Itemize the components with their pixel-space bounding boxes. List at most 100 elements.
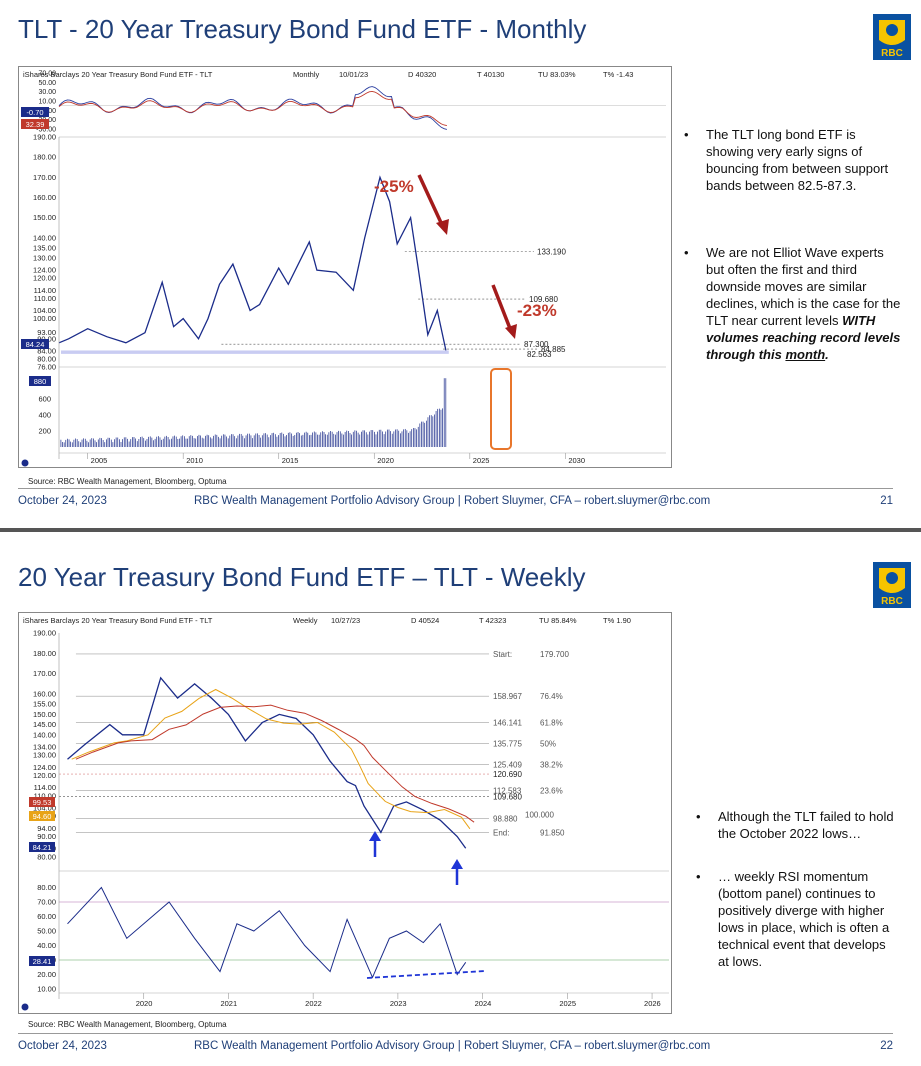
footer-credit: RBC Wealth Management Portfolio Advisory… xyxy=(194,1040,711,1052)
fib-level-value: 61.8% xyxy=(540,718,563,727)
rsi-value-box xyxy=(29,956,55,966)
slide-21: TLT - 20 Year Treasury Bond Fund ETF - M… xyxy=(0,0,921,528)
slide-22: 20 Year Treasury Bond Fund ETF – TLT - W… xyxy=(0,540,921,1066)
fib-level-value: 91.850 xyxy=(540,829,565,838)
chart-header-name: iShares Barclays 20 Year Treasury Bond F… xyxy=(23,70,213,79)
y-tick-label: 120.00 xyxy=(33,274,56,283)
y-tick-label: 76.00 xyxy=(37,363,56,372)
chart-header-t: T 42323 xyxy=(479,616,506,625)
bullet-text: Although the TLT failed to hold the Octo… xyxy=(718,809,894,841)
y-tick-label: 110.00 xyxy=(34,294,56,303)
y-tick-label: 130.00 xyxy=(33,751,56,760)
x-tick-label: 2026 xyxy=(644,999,661,1008)
y-tick-label: 155.00 xyxy=(33,700,56,709)
ma-value-1: 99.53 xyxy=(33,798,52,807)
y-tick-label: 190.00 xyxy=(33,133,56,142)
bullet-item: • … weekly RSI momentum (bottom panel) c… xyxy=(696,869,890,969)
x-tick-label: 2010 xyxy=(186,456,203,465)
bullet-text: We are not Elliot Wave experts but often… xyxy=(706,245,901,328)
volume-value-box xyxy=(29,376,51,386)
bullet-end: . xyxy=(825,347,829,362)
price-series-line xyxy=(67,676,467,849)
y-tick-label: 93.00 xyxy=(37,328,56,337)
y-tick-label: 94.00 xyxy=(37,824,56,833)
y-tick-label: 145.00 xyxy=(33,720,56,729)
chart-header-name: iShares Barclays 20 Year Treasury Bond F… xyxy=(23,616,213,625)
fib-level-value: 23.6% xyxy=(540,787,563,796)
price-value-box xyxy=(29,842,55,852)
volume-tick-label: 200 xyxy=(38,427,51,436)
rbc-logo: RBC xyxy=(873,562,911,608)
y-tick-label: 80.00 xyxy=(37,354,56,363)
support-level-label: 109.680 xyxy=(493,792,522,801)
decline-label-2: -23% xyxy=(517,301,557,320)
x-tick-label: 2030 xyxy=(568,456,585,465)
moving-average-long xyxy=(75,704,475,823)
slide-divider xyxy=(0,528,921,540)
fib-level-label: End: xyxy=(493,829,509,838)
price-value-box xyxy=(21,339,49,349)
volume-tick-label: 600 xyxy=(38,395,51,404)
source-note: Source: RBC Wealth Management, Bloomberg… xyxy=(28,477,227,486)
slide-title: 20 Year Treasury Bond Fund ETF – TLT - W… xyxy=(18,562,586,592)
y-tick-label: 104.00 xyxy=(33,306,56,315)
price-value: 84.24 xyxy=(26,340,45,349)
rsi-tick-label: 60.00 xyxy=(37,912,56,921)
y-tick-label: 114.00 xyxy=(34,286,56,295)
support-level-label: 82.563 xyxy=(527,350,552,359)
x-tick-label: 2020 xyxy=(136,999,153,1008)
decline-arrowhead-2 xyxy=(505,324,517,339)
y-tick-label: 140.00 xyxy=(33,730,56,739)
x-tick-label: 2025 xyxy=(559,999,576,1008)
osc-tick-label: 70.00 xyxy=(38,71,56,78)
fib-level-label: 146.141 xyxy=(493,718,522,727)
optuma-logo-icon xyxy=(21,459,29,467)
up-arrowhead-2 xyxy=(451,859,463,869)
y-tick-label: 90.00 xyxy=(37,334,56,343)
page-number: 21 xyxy=(880,495,893,507)
source-note: Source: RBC Wealth Management, Bloomberg… xyxy=(28,1020,227,1029)
fib-level-label: 125.409 xyxy=(493,760,522,769)
support-level-label: 109.680 xyxy=(529,295,558,304)
bullet-item: • Although the TLT failed to hold the Oc… xyxy=(696,809,894,841)
y-tick-label: 120.00 xyxy=(33,771,56,780)
x-tick-label: 2024 xyxy=(475,999,492,1008)
bullet-list: • The TLT long bond ETF is showing very … xyxy=(682,126,902,385)
rsi-tick-label: 10.00 xyxy=(37,985,56,994)
rsi-tick-label: 50.00 xyxy=(37,927,56,936)
chart-header-date: 10/27/23 xyxy=(331,616,360,625)
fib-level-value: 50% xyxy=(540,739,556,748)
rsi-tick-label: 20.00 xyxy=(37,970,56,979)
monthly-chart: iShares Barclays 20 Year Treasury Bond F… xyxy=(18,66,672,468)
support-level-label: 84.885 xyxy=(541,345,566,354)
y-tick-label: 170.00 xyxy=(33,173,56,182)
osc-value-box-2 xyxy=(21,119,49,129)
y-tick-label: 114.00 xyxy=(34,783,56,792)
y-tick-label: 90.00 xyxy=(37,832,56,841)
y-tick-label: 110.00 xyxy=(34,791,56,800)
fib-level-label: Start: xyxy=(493,650,512,659)
x-tick-label: 2020 xyxy=(377,456,394,465)
x-tick-label: 2025 xyxy=(473,456,490,465)
slide-footer: October 24, 2023 RBC Wealth Management P… xyxy=(18,1033,893,1062)
rsi-divergence-line xyxy=(366,970,486,979)
y-tick-label: 80.00 xyxy=(37,852,56,861)
x-tick-label: 2023 xyxy=(390,999,407,1008)
y-tick-label: 180.00 xyxy=(33,153,56,162)
rsi-line xyxy=(67,886,467,979)
support-band xyxy=(61,350,449,354)
y-tick-label: 134.00 xyxy=(33,742,56,751)
y-tick-label: 100.00 xyxy=(33,314,56,323)
slide-title: TLT - 20 Year Treasury Bond Fund ETF - M… xyxy=(18,14,587,44)
support-level-label: 133.190 xyxy=(537,248,566,257)
chart-header-tu: TU 83.03% xyxy=(538,70,576,79)
osc-tick-label: -50.00 xyxy=(36,127,56,134)
y-tick-label: 180.00 xyxy=(33,649,56,658)
rsi-tick-label: 70.00 xyxy=(37,898,56,907)
bullet-text: The TLT long bond ETF is showing very ea… xyxy=(706,127,889,193)
osc-tick-label: 30.00 xyxy=(38,89,56,96)
fib-level-label: 158.967 xyxy=(493,692,522,701)
oscillator-line xyxy=(58,86,448,130)
page-number: 22 xyxy=(880,1040,893,1052)
footer-date: October 24, 2023 xyxy=(18,495,107,507)
